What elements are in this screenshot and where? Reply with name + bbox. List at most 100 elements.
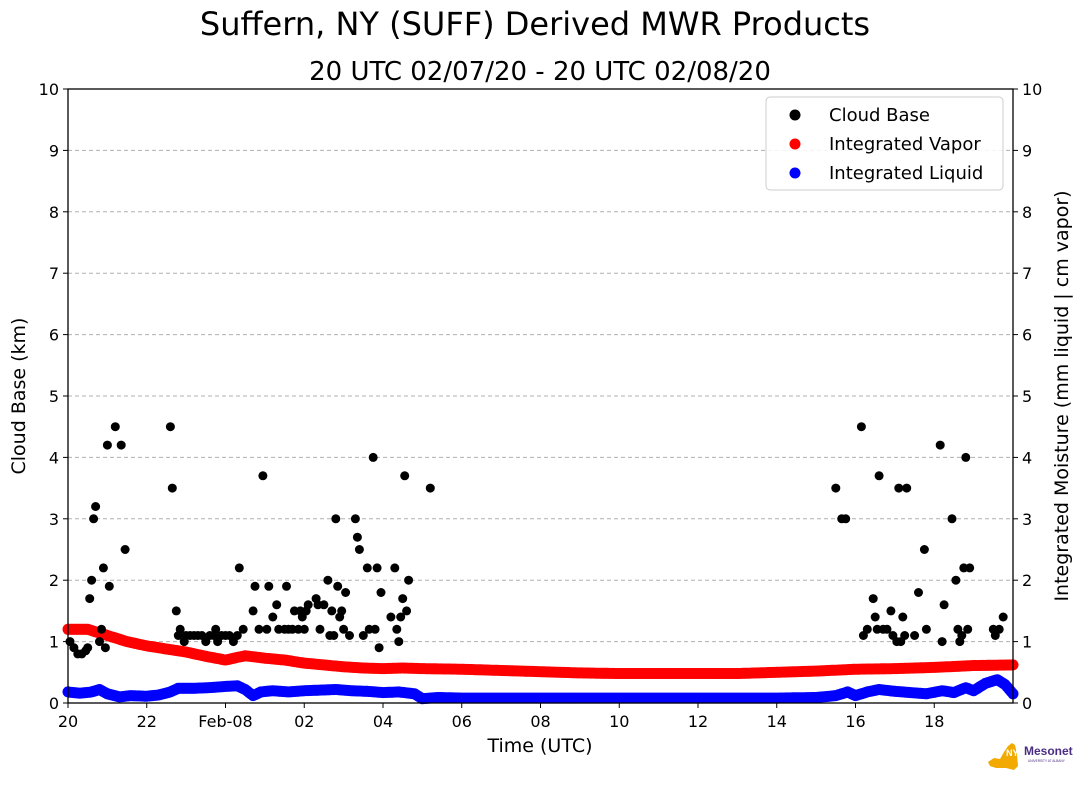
cloud-base-point [919,545,929,554]
legend-label-integrated-liquid: Integrated Liquid [829,163,983,184]
y-tick-label-right: 8 [1022,203,1032,222]
cloud-base-point [394,637,404,647]
x-tick-label: 10 [609,712,629,731]
plot-frame [67,88,1014,704]
x-tick-label: Feb-08 [198,712,252,731]
x-tick-label: 16 [845,712,865,731]
cloud-base-point [937,637,947,647]
cloud-base-point [258,471,268,481]
x-tick-label: 12 [688,712,708,731]
cloud-base-point [339,624,349,634]
cloud-base-point [262,624,272,634]
y-tick-label-left: 9 [49,141,59,160]
legend-marker-integrated-vapor [789,138,801,150]
y-tick-label-right: 9 [1022,141,1032,160]
cloud-base-point [900,631,910,640]
x-tick-label: 22 [137,712,157,731]
cloud-base-point [102,440,112,450]
cloud-base-point [85,594,95,604]
cloud-base-point [254,624,264,634]
cloud-base-point [319,600,329,610]
cloud-base-point [961,452,971,462]
cloud-base-point [165,422,175,432]
y-tick-label-right: 6 [1022,326,1032,345]
y-tick-label-left: 4 [49,448,59,467]
ny-state-shape-icon [988,743,1018,770]
chart-subtitle: 20 UTC 02/07/20 - 20 UTC 02/08/20 [309,57,771,87]
y-tick-label-left: 3 [49,510,59,529]
cloud-base-point [939,600,949,610]
x-tick-label: 14 [767,712,787,731]
cloud-base-point [390,563,400,573]
cloud-base-point [100,643,110,653]
cloud-base-point [886,606,896,616]
y-tick-label-right: 5 [1022,387,1032,406]
plot-points [62,422,1019,705]
y-tick-label-right: 4 [1022,448,1032,467]
y-tick-label-left: 1 [49,633,59,652]
x-tick-label: 06 [452,712,472,731]
cloud-base-point [370,624,380,634]
y-tick-label-right: 1 [1022,633,1032,652]
cloud-base-point [921,624,931,634]
cloud-base-point [831,483,841,493]
cloud-base-point [248,606,258,616]
cloud-base-point [250,581,260,591]
y-axis-title-right: Integrated Moisture (mm liquid | cm vapo… [1051,190,1073,601]
cloud-base-point [951,575,961,585]
x-tick-label: 18 [924,712,944,731]
y-tick-label-right: 10 [1022,80,1042,99]
cloud-base-point [902,483,912,493]
cloud-base-point [327,606,337,616]
cloud-base-point [110,422,120,432]
cloud-base-point [870,612,880,622]
cloud-base-point [95,637,104,647]
cloud-base-point [368,452,378,462]
cloud-base-point [386,612,396,622]
cloud-base-point [89,514,99,524]
legend-label-integrated-vapor: Integrated Vapor [829,134,981,155]
cloud-base-point [856,422,866,432]
cloud-base-point [87,575,97,585]
x-tick-label: 20 [58,712,78,731]
cloud-base-point [91,502,101,511]
cloud-base-point [358,631,368,640]
cloud-base-point [337,606,347,616]
cloud-base-point [862,624,872,634]
cloud-base-point [400,471,410,481]
cloud-base-point [963,624,973,634]
cloud-base-point [268,612,278,622]
cloud-base-point [882,624,892,634]
cloud-base-point [98,563,108,573]
cloud-base-point [362,563,372,573]
cloud-base-point [303,600,313,610]
x-axis-title: Time (UTC) [486,735,592,757]
y-tick-label-left: 7 [49,264,59,283]
cloud-base-point [116,440,126,450]
legend-marker-integrated-liquid [789,167,801,179]
cloud-base-point [211,624,221,634]
cloud-base-point [323,575,333,585]
cloud-base-point [868,594,878,604]
cloud-base-point [341,588,351,597]
cloud-base-point [374,643,384,653]
logo-subtext: UNIVERSITY AT ALBANY [1028,759,1066,763]
cloud-base-point [238,624,248,634]
cloud-base-point [402,606,412,616]
legend-box [765,96,1004,191]
y-tick-label-right: 3 [1022,510,1032,529]
cloud-base-point [965,563,975,573]
cloud-base-point [935,440,945,450]
cloud-base-point [272,600,282,610]
grid-lines [68,149,1013,643]
cloud-base-point [392,624,402,634]
cloud-base-point [404,575,414,585]
cloud-base-point [354,545,364,554]
cloud-base-point [345,631,354,640]
cloud-base-point [167,483,177,493]
x-tick-label: 04 [373,712,393,731]
cloud-base-point [352,532,362,542]
cloud-base-point [396,612,406,622]
